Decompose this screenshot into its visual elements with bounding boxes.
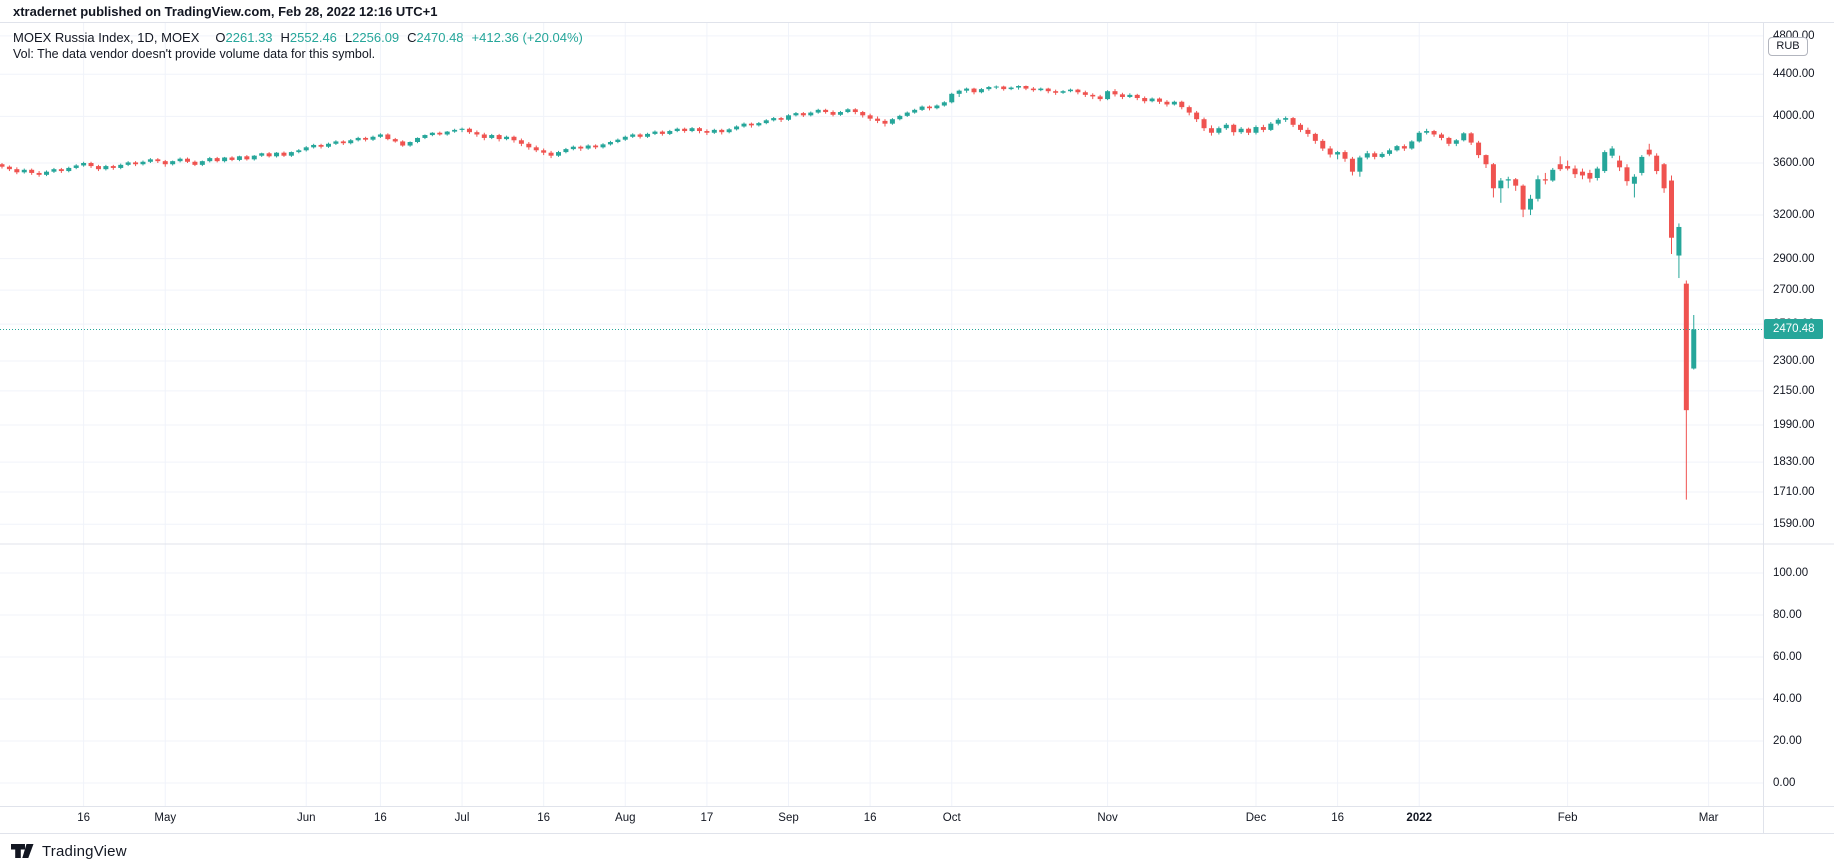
ohlc-label: C	[407, 30, 417, 45]
price-axis-label: 1710.00	[1773, 486, 1815, 499]
ohlc-label: O	[215, 30, 226, 45]
time-axis-label: Jul	[454, 812, 470, 824]
time-axis-label: 16	[863, 812, 877, 824]
price-axis-label: 2150.00	[1773, 384, 1815, 397]
time-axis-label: 17	[700, 812, 714, 824]
symbol-title[interactable]: MOEX Russia Index, 1D, MOEX	[13, 30, 200, 45]
ohlc-value: 2470.48	[416, 30, 464, 45]
ohlc-label: H	[280, 30, 290, 45]
candlestick-chart-canvas[interactable]	[0, 23, 1834, 833]
time-axis-label: 16	[537, 812, 551, 824]
currency-badge[interactable]: RUB	[1768, 37, 1808, 56]
time-axis-label: Nov	[1097, 812, 1118, 824]
chart-legend: MOEX Russia Index, 1D, MOEX O2261.33 H2552…	[13, 30, 583, 45]
time-axis-label: Feb	[1557, 812, 1578, 824]
volume-axis-label: 0.00	[1773, 777, 1796, 789]
price-axis[interactable]: 4800.00 4400.00 4000.00 3600.00 3200.00 2900.…	[1763, 23, 1834, 806]
time-axis-label: Oct	[942, 812, 961, 824]
price-axis-label: 3200.00	[1773, 209, 1815, 222]
time-axis-label: Mar	[1698, 812, 1719, 824]
volume-axis-label: 40.00	[1773, 693, 1802, 705]
ohlc-value: 2552.46	[289, 30, 337, 45]
price-axis-label: 2300.00	[1773, 355, 1815, 368]
price-axis-label: 2700.00	[1773, 284, 1815, 297]
price-axis-label: 2900.00	[1773, 252, 1815, 265]
time-axis[interactable]: 16 May Jun 16 Jul 16 Aug 17 Sep 16 Oct Nov Dec 16 2022…	[0, 806, 1834, 833]
tradingview-wordmark[interactable]: TradingView	[42, 842, 127, 860]
chart-frame: MOEX Russia Index, 1D, MOEX O2261.33 H2552…	[0, 22, 1834, 834]
price-axis-label: 1830.00	[1773, 456, 1815, 469]
time-axis-label: Dec	[1245, 812, 1267, 824]
price-axis-label: 4400.00	[1773, 68, 1815, 81]
change-value: +412.36 (+20.04%)	[471, 30, 583, 45]
time-axis-label: 16	[77, 812, 91, 824]
volume-status-line: Vol: The data vendor doesn't provide vol…	[13, 47, 376, 61]
price-axis-label: 3600.00	[1773, 157, 1815, 169]
time-axis-label: Sep	[778, 812, 799, 824]
footer: TradingView	[11, 839, 127, 863]
time-axis-label: Aug	[615, 812, 636, 824]
last-price-label: 2470.48	[1764, 319, 1823, 339]
publish-line: xtradernet published on TradingView.com,…	[13, 4, 438, 19]
ohlc-label: L	[344, 30, 353, 45]
ohlc-values: O2261.33 H2552.46 L2256.09 C2470.48	[207, 30, 463, 45]
volume-axis-label: 20.00	[1773, 735, 1802, 747]
price-axis-label: 1990.00	[1773, 419, 1815, 432]
time-axis-label: 16	[374, 812, 387, 824]
time-axis-label: 16	[1331, 812, 1344, 824]
ohlc-value: 2256.09	[352, 30, 400, 45]
ohlc-value: 2261.33	[225, 30, 273, 45]
volume-axis-label: 80.00	[1773, 609, 1802, 621]
tradingview-logo-icon[interactable]	[11, 842, 35, 860]
price-axis-label: 1590.00	[1773, 518, 1815, 531]
volume-axis-label: 60.00	[1773, 651, 1802, 663]
time-axis-label: May	[154, 812, 177, 824]
price-axis-label: 4000.00	[1773, 110, 1815, 123]
time-axis-label: Jun	[296, 812, 316, 824]
time-axis-label: 2022	[1406, 812, 1433, 824]
volume-axis-label: 100.00	[1773, 567, 1809, 579]
